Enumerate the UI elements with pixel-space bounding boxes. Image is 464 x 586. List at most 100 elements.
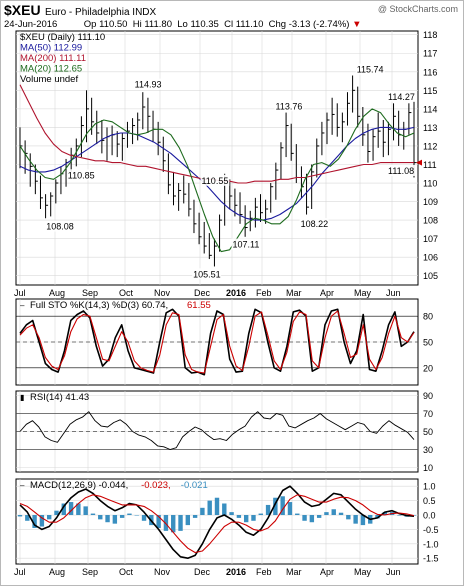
price-series-ma20 (19, 108, 415, 253)
macd-histogram-bar (331, 509, 336, 516)
macd-histogram-bar (222, 503, 227, 516)
macd-tick-label: 0.5 (423, 496, 436, 506)
x-axis-label: Dec (194, 567, 211, 577)
macd-histogram-bar (46, 515, 52, 520)
macd-histogram-bar (185, 515, 191, 526)
x-axis-label: Mar (286, 567, 302, 577)
price-annotation: 108.22 (301, 219, 329, 229)
macd-histogram-bar (302, 515, 307, 521)
price-tick-label: 109 (423, 197, 438, 207)
quote-close: Cl 111.10 (224, 19, 264, 30)
x-axis-label: Feb (256, 567, 272, 577)
quote-low: Lo 110.35 (177, 19, 219, 30)
price-tick-label: 108 (423, 216, 438, 226)
macd-histogram-bar (178, 515, 183, 531)
macd-histogram-bar (360, 515, 366, 526)
macd-legend-label: -0.021 (181, 480, 208, 491)
annotation-bg (45, 220, 75, 232)
macd-histogram-bar (119, 515, 125, 518)
macd-histogram-bar (54, 510, 59, 516)
quote-high: Hi 111.80 (132, 19, 172, 30)
sto-legend-label: Full STO %K(14,3) %D(3) 60.74, (30, 300, 168, 311)
macd-histogram-bar (192, 515, 198, 518)
annotation-bg (200, 174, 230, 186)
watermark[interactable]: @ StockCharts.com (377, 4, 458, 14)
x-axis-label: Nov (154, 567, 171, 577)
x-axis-label: Apr (320, 288, 334, 298)
quote-open: Op 110.50 (83, 19, 128, 30)
macd-legend-icon: – (20, 481, 25, 490)
x-axis-label: Sep (82, 288, 98, 298)
down-arrow-icon: ▼ (352, 19, 362, 30)
price-legend-label: MA(20) 112.65 (20, 64, 82, 75)
macd-histogram-bar (90, 513, 96, 516)
annotation-bg (192, 268, 222, 280)
price-series-ma50 (19, 126, 415, 221)
macd-histogram-bar (295, 513, 300, 516)
price-tick-label: 117 (423, 49, 437, 59)
price-tick-label: 116 (423, 67, 437, 77)
macd-tick-label: -1.5 (423, 554, 439, 564)
macd-histogram-bar (324, 512, 329, 516)
price-annotation: 114.93 (135, 80, 162, 90)
macd-histogram-bar (316, 515, 322, 518)
macd-histogram-bar (134, 515, 139, 516)
symbol-title: $XEU Euro - Philadelphia INDX (4, 2, 156, 20)
macd-legend-label: -0.023, (141, 480, 171, 491)
macd-histogram-bar (68, 502, 74, 516)
price-annotation: 113.76 (276, 101, 303, 111)
macd-histogram-bar (98, 515, 103, 520)
symbol: $XEU (4, 2, 41, 18)
price-annotation: 114.27 (388, 92, 415, 102)
macd-tick-label: 0.0 (423, 511, 436, 521)
macd-histogram-bar (273, 497, 278, 516)
x-axis-label: Nov (154, 288, 171, 298)
last-price-marker (416, 159, 422, 166)
macd-series-macd (19, 485, 415, 560)
price-annotation: 110.55 (201, 176, 228, 186)
macd-histogram-bar (229, 512, 234, 516)
x-axis-label: Mar (286, 288, 302, 298)
x-axis-label: Oct (119, 567, 134, 577)
macd-histogram-bar (309, 515, 315, 523)
macd-histogram-bar (265, 504, 271, 516)
rsi-tick-label: 90 (423, 391, 433, 401)
quote-line: 24-Jun-2016 Op 110.50 Hi 111.80 Lo 110.3… (4, 19, 362, 30)
macd-series-signal (19, 494, 415, 554)
price-annotation: 111.08 (388, 166, 414, 176)
macd-histogram-bar (382, 512, 388, 516)
x-axis-label: Dec (194, 288, 211, 298)
macd-legend-label: MACD(12,26,9) -0.044, (30, 480, 128, 491)
macd-tick-label: -0.5 (423, 525, 439, 535)
x-axis-label: Apr (320, 567, 334, 577)
price-tick-label: 111 (423, 160, 437, 170)
macd-histogram-bar (397, 515, 402, 516)
price-tick-label: 106 (423, 253, 438, 263)
quote-date: 24-Jun-2016 (4, 19, 58, 30)
macd-histogram-bar (375, 515, 380, 519)
rsi-tick-label: 10 (423, 463, 433, 473)
macd-histogram-bar (105, 515, 110, 523)
instrument-name: Euro - Philadelphia INDX (45, 7, 157, 18)
x-axis-label: Oct (119, 288, 134, 298)
macd-histogram-bar (163, 515, 169, 531)
price-annotation: 107.11 (233, 240, 260, 250)
sto-tick-label: 80 (423, 312, 433, 322)
price-legend-label: MA(50) 112.99 (20, 43, 82, 54)
macd-histogram-bar (156, 515, 161, 528)
macd-histogram-bar (280, 496, 285, 516)
price-annotation: 115.74 (357, 65, 384, 75)
price-legend-label: $XEU (Daily) 111.10 (20, 32, 105, 43)
macd-histogram-bar (243, 515, 249, 523)
annotation-bg (274, 100, 304, 112)
price-tick-label: 118 (423, 30, 437, 40)
macd-histogram-bar (32, 515, 37, 528)
price-annotation: 110.85 (68, 170, 95, 180)
quote-change: Chg -3.13 (-2.74%) (268, 19, 350, 30)
price-tick-label: 112 (423, 141, 437, 151)
x-axis-label: Sep (82, 567, 98, 577)
macd-tick-label: 1.0 (423, 482, 436, 492)
annotation-bg (299, 218, 329, 230)
rsi-tick-label: 50 (423, 427, 433, 437)
rsi-legend-icon: ▮ (20, 393, 24, 402)
